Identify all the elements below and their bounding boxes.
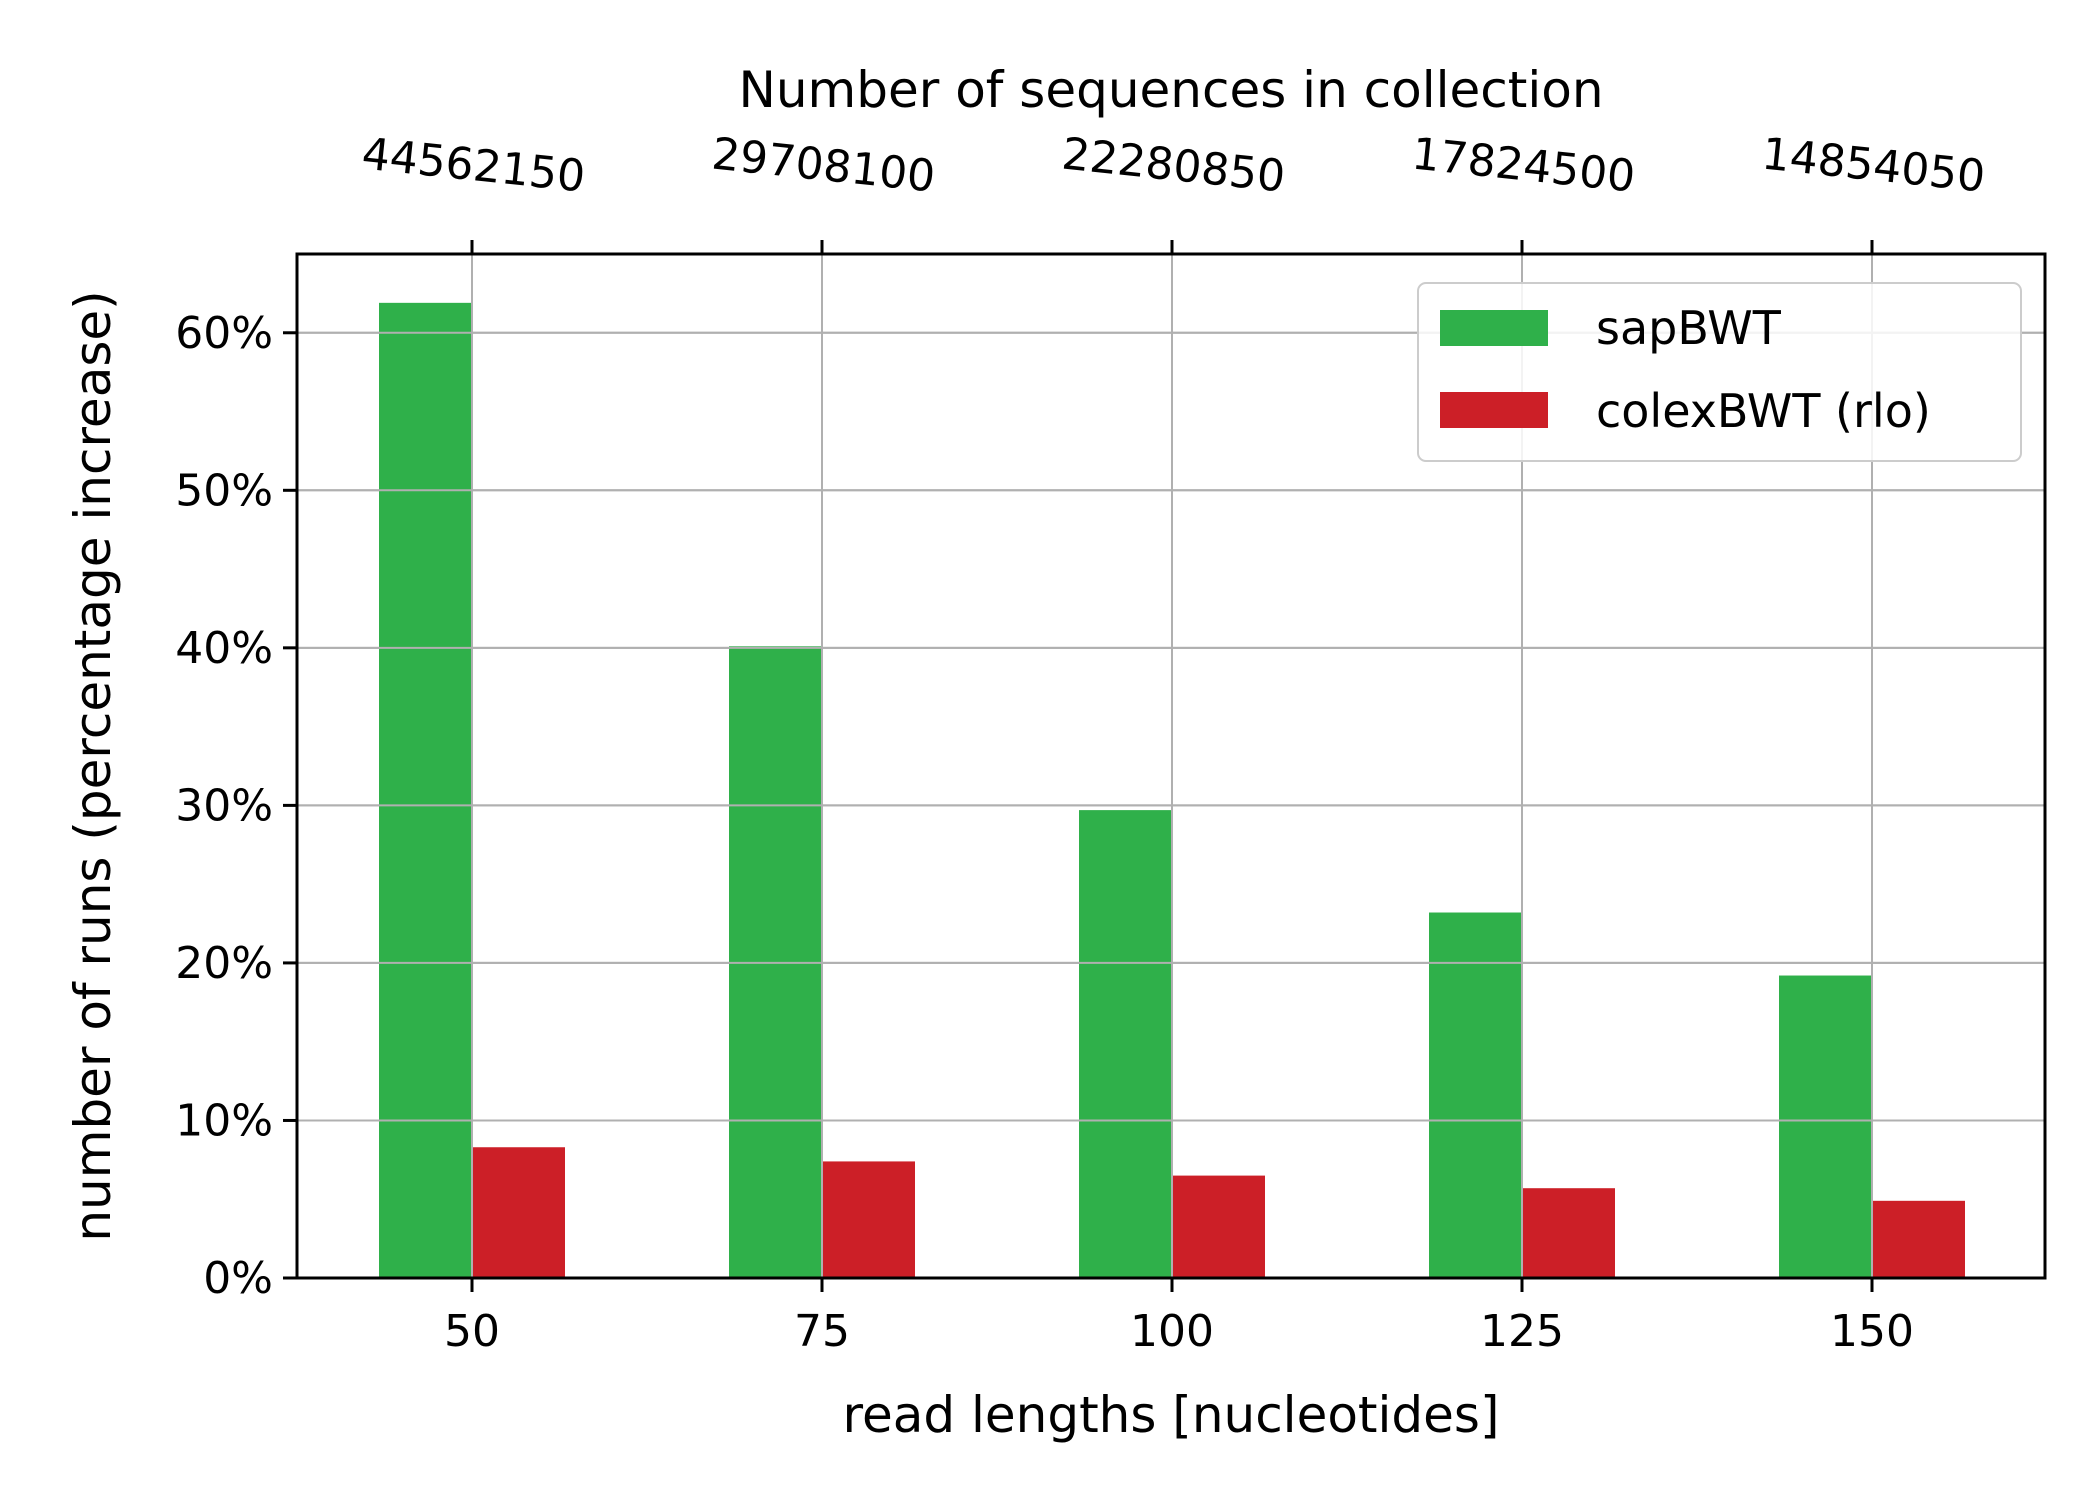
x-tick-label: 100 <box>1130 1306 1214 1357</box>
y-tick-label: 10% <box>175 1095 273 1146</box>
top-x-tick-label: 22280850 <box>1059 129 1287 203</box>
bar-sapbwt-100 <box>1079 810 1172 1278</box>
bar-colexbwt-125 <box>1522 1188 1615 1278</box>
legend-label-sapbwt: sapBWT <box>1596 301 1782 355</box>
bar-sapbwt-125 <box>1429 912 1522 1278</box>
y-tick-label: 20% <box>175 938 273 989</box>
top-axis-title: Number of sequences in collection <box>738 61 1603 119</box>
bar-sapbwt-50 <box>379 302 472 1278</box>
y-tick-label: 60% <box>175 308 273 359</box>
top-x-tick-label: 17824500 <box>1409 129 1637 203</box>
bar-sapbwt-150 <box>1779 975 1872 1278</box>
top-x-tick-label: 14854050 <box>1759 129 1987 203</box>
x-tick-label: 150 <box>1830 1306 1914 1357</box>
x-tick-label: 50 <box>444 1306 500 1357</box>
x-tick-label: 125 <box>1480 1306 1564 1357</box>
x-tick-label: 75 <box>794 1306 850 1357</box>
grid-overlay <box>297 254 2045 1279</box>
top-x-tick-label: 44562150 <box>359 129 587 203</box>
x-axis-title: read lengths [nucleotides] <box>843 1386 1500 1444</box>
y-tick-label: 40% <box>175 623 273 674</box>
bar-colexbwt-75 <box>822 1161 915 1278</box>
legend-box <box>1417 282 2022 462</box>
legend-swatch-sapbwt <box>1440 310 1548 346</box>
y-axis-title: number of runs (percentage increase) <box>64 290 122 1241</box>
bar-colexbwt-100 <box>1172 1175 1265 1278</box>
y-tick-label: 0% <box>203 1253 273 1304</box>
bar-colexbwt-150 <box>1872 1200 1965 1278</box>
bar-colexbwt-50 <box>472 1147 565 1278</box>
legend-swatch-colexbwt <box>1440 392 1548 428</box>
top-x-tick-label: 29708100 <box>709 129 937 203</box>
y-tick-label: 30% <box>175 780 273 831</box>
legend: sapBWT colexBWT (rlo) <box>1417 282 2022 462</box>
legend-label-colexbwt: colexBWT (rlo) <box>1596 384 1931 438</box>
y-tick-label: 50% <box>175 465 273 516</box>
